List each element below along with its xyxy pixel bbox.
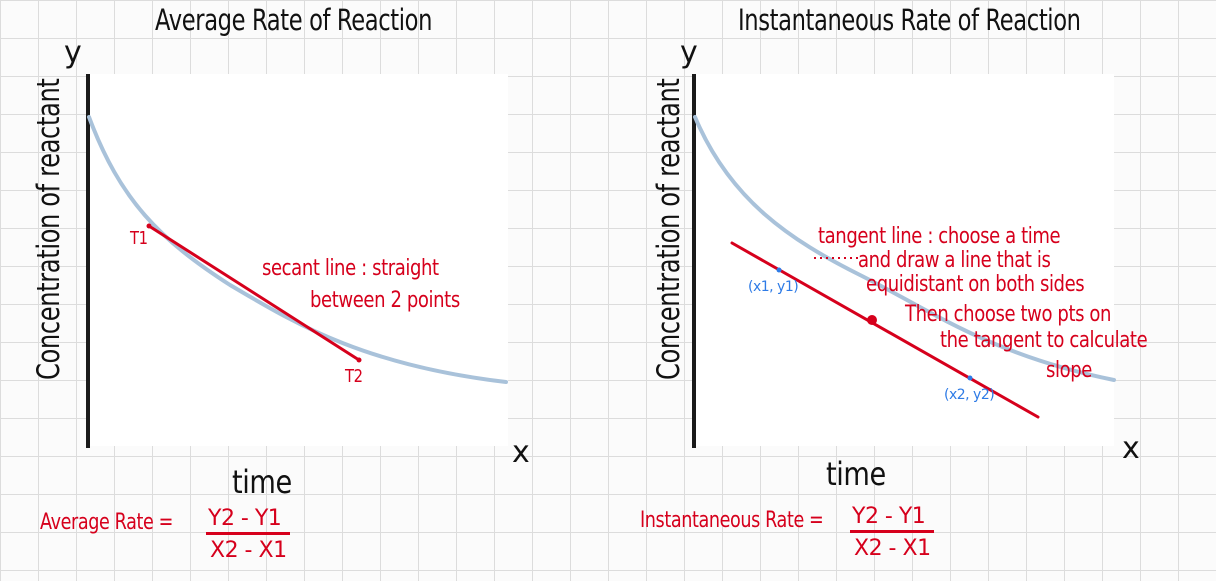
right-y-axis-label: Concentration of reactant <box>651 78 687 380</box>
right-plot-svg <box>693 115 1116 419</box>
right-point2-marker <box>967 375 973 381</box>
right-x-axis-letter: x <box>1122 431 1140 466</box>
left-formula-denominator: X2 - X1 <box>210 538 287 563</box>
right-decay-curve <box>693 115 1116 382</box>
right-formula: Instantaneous Rate = Y2 - Y1 X2 - X1 <box>640 500 960 561</box>
right-formula-fraction-bar <box>850 530 934 533</box>
left-secant-point-2 <box>356 357 362 363</box>
right-tangent-note-line3: equidistant on both sides <box>866 272 1085 297</box>
right-x-axis-label: time <box>826 455 886 493</box>
left-x-axis-letter: x <box>512 435 530 470</box>
right-formula-lhs: Instantaneous Rate = <box>640 508 824 533</box>
left-y-axis-label: Concentration of reactant <box>31 78 67 380</box>
right-y-axis-letter: y <box>680 35 698 70</box>
right-point1-label: (x1, y1) <box>748 279 799 295</box>
right-chart-title: Instantaneous Rate of Reaction <box>738 3 1081 37</box>
left-secant-line <box>147 224 361 362</box>
right-tangent-note-line6: slope <box>1046 358 1092 383</box>
right-point2-label: (x2, y2) <box>944 387 995 403</box>
left-point2-label: T2 <box>345 366 363 387</box>
left-y-axis <box>86 74 90 448</box>
right-y-axis <box>692 74 696 448</box>
right-formula-denominator: X2 - X1 <box>854 536 931 561</box>
left-secant-point-1 <box>146 223 152 229</box>
right-tangent-note-line2: and draw a line that is <box>858 248 1051 273</box>
left-formula: Average Rate = Y2 - Y1 X2 - X1 <box>40 502 300 563</box>
right-tangent-note-line5: the tangent to calculate <box>940 328 1148 353</box>
left-formula-fraction-bar <box>206 532 290 535</box>
left-chart-title: Average Rate of Reaction <box>155 3 433 37</box>
right-tangent-point <box>867 315 877 325</box>
right-formula-numerator: Y2 - Y1 <box>852 504 926 529</box>
left-y-axis-letter: y <box>64 35 82 70</box>
left-formula-numerator: Y2 - Y1 <box>208 506 282 531</box>
left-decay-curve <box>87 115 508 384</box>
left-plot-svg <box>87 115 508 384</box>
left-formula-lhs: Average Rate = <box>40 510 173 535</box>
left-plot-area <box>88 74 508 446</box>
left-secant-note-line2: between 2 points <box>310 288 460 313</box>
right-tangent-line <box>730 241 1040 419</box>
right-tangent-note-line4: Then choose two pts on <box>905 302 1112 327</box>
left-point1-label: T1 <box>130 228 148 249</box>
right-tangent-note-line1: tangent line : choose a time <box>818 224 1061 249</box>
right-point1-marker <box>776 267 782 273</box>
left-secant-note-line1: secant line : straight <box>262 256 439 281</box>
left-x-axis-label: time <box>232 463 292 501</box>
